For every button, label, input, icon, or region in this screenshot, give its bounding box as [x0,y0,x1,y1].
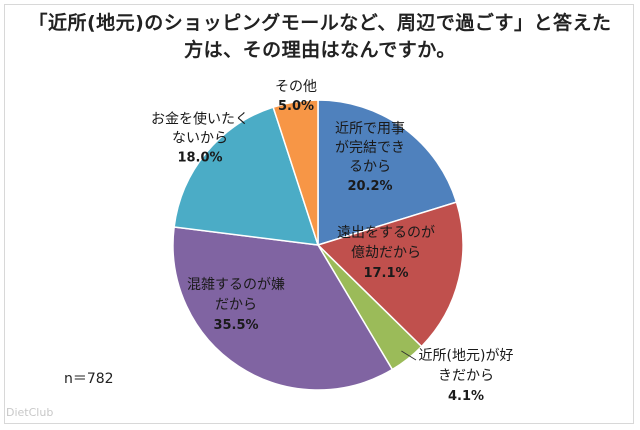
slice-label-like-neighborhood: きだから [438,368,494,384]
slice-label-dislike-crowds: 混雑するのが嫌 [187,277,285,293]
slice-label-dislike-crowds: だから [215,297,257,313]
sample-size-label: n＝782 [64,371,114,387]
slice-value-nearby-errands: 20.2% [347,179,392,194]
slice-label-nearby-errands: が完結でき [335,140,405,156]
pie-slice-dislike-crowds [172,226,394,391]
slice-label-nearby-errands: 近所で用事 [335,121,405,137]
slice-value-dislike-crowds: 35.5% [213,318,258,333]
pie-slice-outing-bothersome [316,201,464,348]
pie-slice-nearby-errands [317,99,458,247]
chart-title-line1: 「近所(地元)のショッピングモールなど、周辺で過ごす」と答えた [28,12,612,34]
slice-label-like-neighborhood: 近所(地元)が好 [419,348,514,364]
slice-label-outing-bothersome: 億劫だから [351,245,421,261]
slice-value-save-money: 18.0% [177,151,222,166]
chart-title-line2: 方は、その理由はなんですか。 [184,39,456,61]
leader-line-like-neighborhood [401,350,417,361]
pie-slice-save-money [173,106,320,246]
slice-value-outing-bothersome: 17.1% [363,266,408,281]
watermark: DietClub [6,406,54,419]
slice-label-outing-bothersome: 遠出をするのが [337,225,435,241]
slice-label-save-money: お金を使いたく [151,111,249,128]
pie-slice-other [272,99,319,246]
slice-value-like-neighborhood: 4.1% [448,389,484,404]
slice-label-other: その他 [275,79,317,95]
slice-value-other: 5.0% [278,99,314,114]
slice-label-save-money: ないから [172,131,228,147]
slice-label-nearby-errands: るから [349,159,391,175]
